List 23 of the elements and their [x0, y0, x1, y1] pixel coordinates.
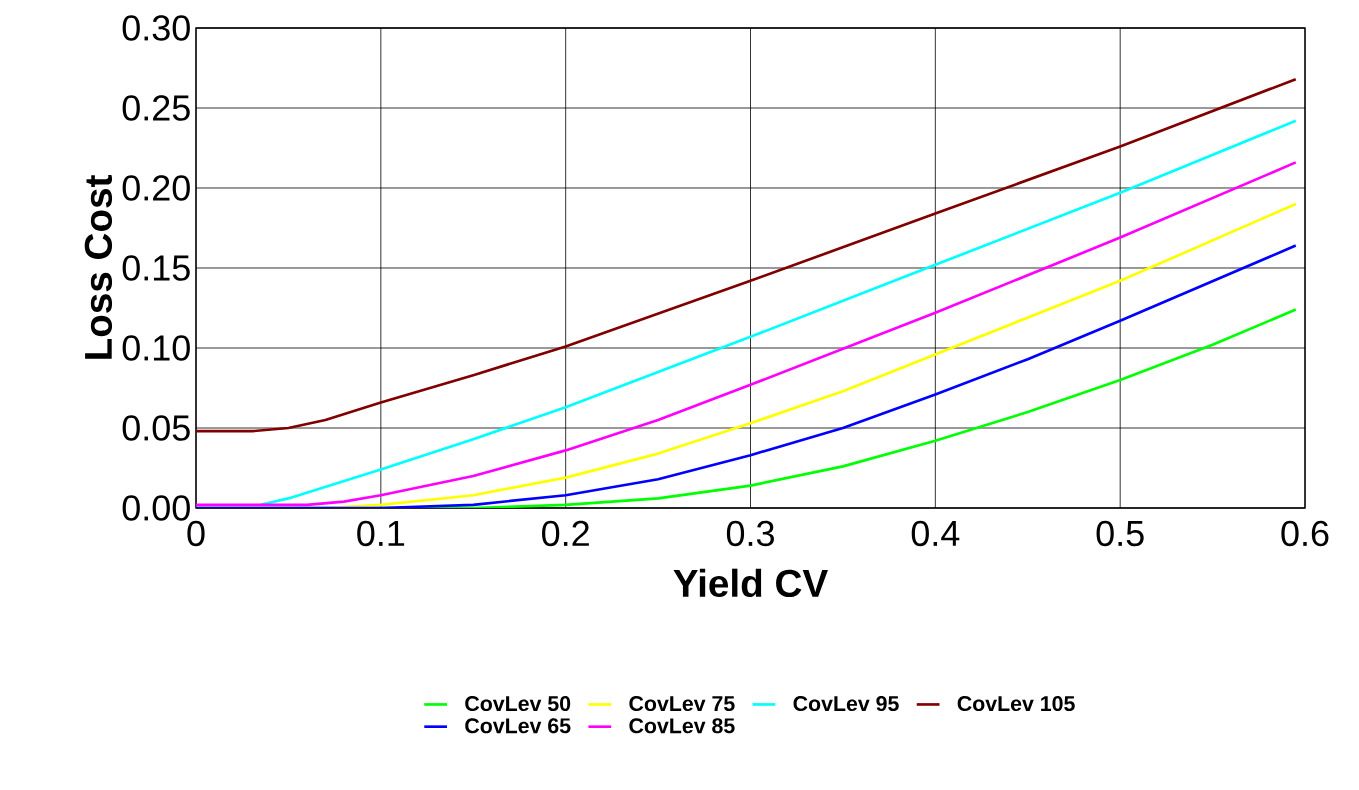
y-tick-label: 0.20 — [122, 175, 190, 201]
x-tick-label: 0.2 — [542, 520, 589, 547]
legend-label: CovLev 75 — [629, 696, 735, 712]
x-tick-label: 0.4 — [911, 520, 960, 547]
legend-label: CovLev 85 — [629, 718, 735, 734]
legend-label: CovLev 65 — [465, 718, 571, 734]
x-tick-label: 0 — [187, 520, 205, 547]
x-tick-label: 0.5 — [1096, 520, 1144, 547]
y-tick-label: 0.10 — [122, 335, 190, 361]
legend-label: CovLev 50 — [465, 696, 571, 712]
y-tick-label: 0.30 — [122, 15, 190, 41]
y-tick-label: 0.15 — [122, 255, 190, 281]
x-axis-title: Yield CV — [673, 568, 828, 598]
x-tick-label: 0.6 — [1281, 520, 1329, 547]
y-tick-label: 0.05 — [122, 415, 190, 441]
y-tick-label: 0.25 — [122, 95, 190, 121]
x-tick-label: 0.3 — [726, 520, 774, 547]
x-tick-label: 0.1 — [357, 520, 405, 547]
line-series — [196, 77, 1298, 433]
legend-label: CovLev 105 — [957, 696, 1075, 712]
y-tick-label: 0.00 — [122, 495, 190, 521]
y-axis-title: Loss Cost — [84, 175, 113, 359]
legend-label: CovLev 95 — [793, 696, 899, 712]
